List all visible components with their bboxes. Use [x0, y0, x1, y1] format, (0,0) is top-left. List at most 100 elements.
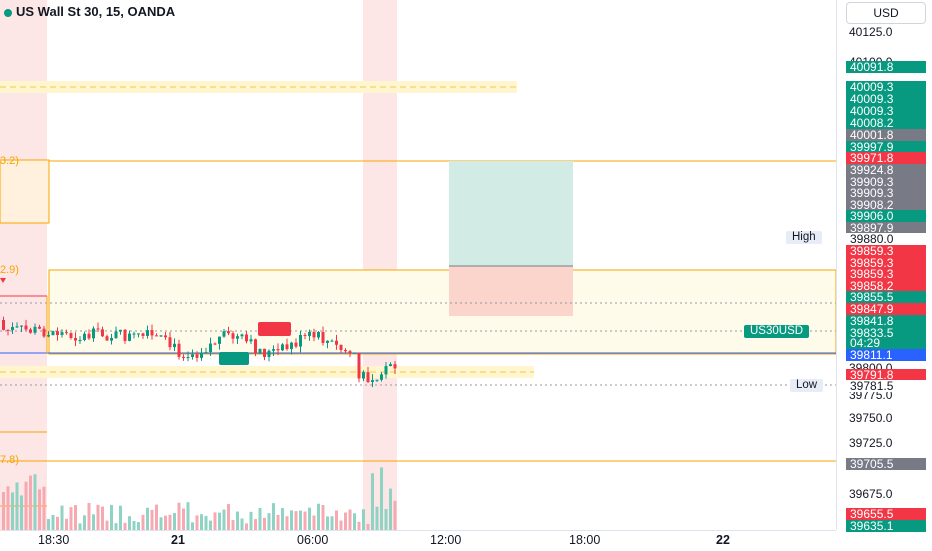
x-tick-label: 12:00: [430, 533, 462, 547]
volume-bar: [96, 504, 100, 530]
volume-bar: [222, 509, 226, 530]
price-label: 39859.3: [846, 257, 926, 269]
volume-bar: [186, 502, 190, 530]
fib-label-2: 2.9): [0, 264, 19, 276]
candle-body: [150, 330, 154, 336]
symbol-tag: US30USD: [744, 325, 810, 338]
stop-loss-zone: [449, 266, 573, 316]
candle-body: [47, 335, 50, 337]
candle-body: [29, 329, 32, 333]
volume-bar: [200, 514, 203, 530]
candle-body: [173, 343, 176, 348]
buy-marker[interactable]: [219, 352, 249, 365]
volume-bar: [60, 505, 64, 530]
session-band-right: [363, 0, 397, 530]
volume-bar: [204, 515, 208, 530]
sell-marker[interactable]: [258, 322, 291, 336]
volume-bar: [227, 504, 230, 530]
fib-box-mid: [48, 269, 836, 355]
volume-bar: [29, 475, 32, 530]
volume-bar: [128, 516, 131, 530]
price-label: 39855.5: [846, 291, 926, 303]
candle-body: [384, 366, 388, 375]
candle-body: [2, 320, 5, 330]
volume-bar: [132, 520, 136, 530]
price-label: 40091.8: [846, 61, 926, 73]
candle-body: [245, 334, 248, 342]
volume-bar: [15, 482, 19, 530]
volume-bar: [245, 523, 248, 530]
x-tick-label: 06:00: [297, 533, 329, 547]
candle-body: [353, 352, 356, 354]
volume-bar: [353, 513, 356, 530]
y-tick-label: 39750.0: [849, 411, 893, 425]
candle-body: [119, 329, 122, 332]
candle-body: [51, 331, 55, 336]
volume-bar: [56, 516, 59, 530]
volume-bar: [357, 521, 361, 530]
candle-body: [137, 333, 140, 335]
candle-body: [92, 328, 95, 339]
supply-zone-top: [0, 81, 517, 93]
candle-body: [101, 329, 104, 337]
volume-bar: [173, 513, 176, 530]
candle-body: [258, 348, 262, 354]
volume-bar: [191, 522, 194, 530]
volume-bar: [285, 516, 289, 530]
candle-body: [96, 328, 100, 330]
candle-body: [177, 343, 181, 357]
candle-body: [123, 329, 127, 341]
candle-body: [335, 340, 338, 345]
candle-body: [87, 333, 91, 339]
volume-bar: [155, 504, 158, 530]
currency-button[interactable]: USD: [846, 2, 926, 24]
price-label: 39655.5: [846, 508, 926, 520]
volume-bar: [299, 510, 302, 530]
volume-bar: [20, 495, 23, 530]
volume-bar: [24, 481, 28, 530]
price-chart[interactable]: [0, 0, 836, 530]
price-label: 40009.3: [846, 105, 926, 117]
volume-bar: [105, 520, 109, 530]
volume-bar: [249, 511, 253, 530]
candle-body: [20, 325, 23, 327]
candle-body: [371, 380, 374, 382]
candle-body: [299, 334, 302, 347]
candle-body: [200, 352, 203, 358]
volume-bar: [330, 516, 334, 530]
candle-body: [272, 349, 275, 351]
volume-bar: [123, 522, 127, 530]
volume-bar: [384, 508, 388, 530]
candle-body: [78, 339, 82, 341]
volume-bar: [317, 503, 320, 530]
candles: [2, 316, 397, 388]
candle-body: [290, 342, 293, 350]
symbol-title[interactable]: US Wall St 30, 15, OANDA: [4, 4, 175, 19]
volume-bar: [362, 509, 365, 530]
price-label: 40009.3: [846, 81, 926, 93]
candle-body: [231, 333, 235, 339]
candle-body: [204, 352, 208, 354]
candle-body: [393, 364, 397, 369]
volume-bar: [344, 512, 347, 530]
price-label: 39705.5: [846, 458, 926, 470]
x-tick-label: 22: [716, 533, 730, 547]
volume-bar: [209, 520, 212, 530]
volume-bar: [294, 511, 298, 530]
volume-bar: [168, 514, 172, 530]
time-axis[interactable]: [0, 530, 836, 551]
volume-bar: [110, 504, 113, 530]
chart-pane[interactable]: US Wall St 30, 15, OANDA 3.2) 2.9) 7.8) …: [0, 0, 836, 530]
price-label: 04:29: [846, 337, 926, 349]
volume-bar: [6, 486, 10, 530]
candle-body: [375, 379, 379, 381]
take-profit-zone: [449, 161, 573, 266]
volume-bar: [380, 467, 383, 530]
arrow-down-marker: [0, 278, 6, 283]
y-tick-label: 40125.0: [849, 25, 893, 39]
volume-bar: [254, 519, 257, 530]
volume-bar: [339, 520, 343, 530]
price-label: 39841.8: [846, 315, 926, 327]
candle-body: [236, 336, 239, 339]
symbol-title-text: US Wall St 30, 15, OANDA: [16, 4, 176, 19]
